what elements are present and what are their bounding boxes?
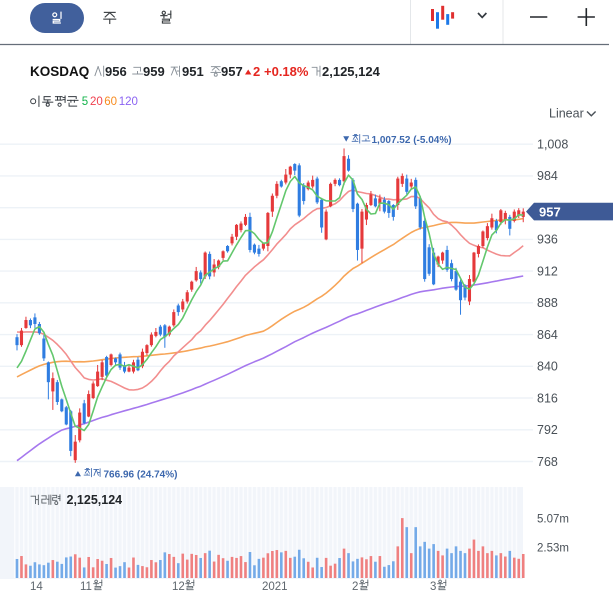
svg-text:792: 792 bbox=[537, 423, 558, 437]
svg-text:959: 959 bbox=[143, 64, 165, 79]
svg-text:816: 816 bbox=[537, 391, 558, 405]
svg-text:957: 957 bbox=[221, 64, 243, 79]
svg-text:Linear: Linear bbox=[549, 107, 584, 121]
svg-text:3: 3 bbox=[430, 581, 436, 593]
svg-text:11: 11 bbox=[80, 581, 92, 593]
svg-text:864: 864 bbox=[537, 328, 558, 342]
svg-text:60: 60 bbox=[104, 96, 117, 108]
svg-text:KOSDAQ: KOSDAQ bbox=[30, 64, 89, 79]
svg-text:1,008: 1,008 bbox=[537, 138, 568, 152]
svg-text:2.53m: 2.53m bbox=[537, 543, 569, 555]
svg-text:766.96 (24.74%): 766.96 (24.74%) bbox=[104, 469, 178, 480]
svg-text:2021: 2021 bbox=[262, 581, 288, 593]
svg-text:1,007.52 (-5.04%): 1,007.52 (-5.04%) bbox=[372, 135, 452, 146]
svg-text:936: 936 bbox=[537, 233, 558, 247]
svg-text:2,125,124: 2,125,124 bbox=[67, 493, 123, 507]
svg-text:912: 912 bbox=[537, 264, 558, 278]
svg-text:956: 956 bbox=[105, 64, 127, 79]
svg-text:5.07m: 5.07m bbox=[537, 514, 569, 526]
svg-text:2: 2 bbox=[352, 581, 358, 593]
svg-text:12: 12 bbox=[172, 581, 185, 593]
svg-text:840: 840 bbox=[537, 360, 558, 374]
svg-text:2: 2 bbox=[253, 64, 260, 79]
svg-text:957: 957 bbox=[539, 205, 561, 220]
svg-text:768: 768 bbox=[537, 455, 558, 469]
svg-text:120: 120 bbox=[119, 96, 138, 108]
svg-text:5: 5 bbox=[82, 96, 88, 108]
svg-text:2,125,124: 2,125,124 bbox=[322, 64, 381, 79]
svg-text:14: 14 bbox=[30, 581, 43, 593]
svg-text:951: 951 bbox=[182, 64, 204, 79]
svg-text:888: 888 bbox=[537, 296, 558, 310]
svg-text:984: 984 bbox=[537, 169, 558, 183]
svg-text:20: 20 bbox=[90, 96, 103, 108]
svg-text:+0.18%: +0.18% bbox=[264, 64, 309, 79]
